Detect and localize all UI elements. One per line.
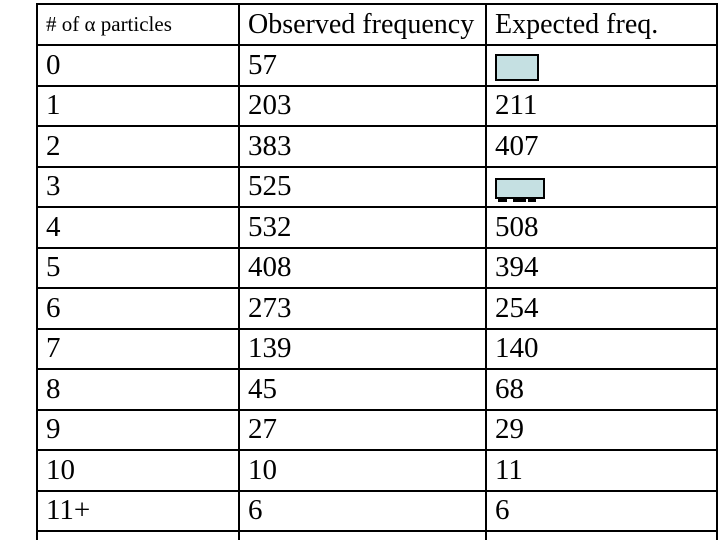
particle-count-cell: 10 — [36, 449, 240, 492]
expected-frequency-cell: 6 — [485, 489, 718, 532]
table-row: 4 532 508 — [36, 206, 718, 249]
observed-frequency-cell: 273 — [238, 287, 487, 330]
expected-frequency-cell: 508 — [485, 206, 718, 249]
expected-frequency-cell: 68 — [485, 368, 718, 411]
particle-count-cell: 7 — [36, 327, 240, 370]
particle-count-cell: 8 — [36, 368, 240, 411]
particle-count-cell: 9 — [36, 408, 240, 451]
hidden-digit-bottom-mark — [513, 198, 526, 203]
answer-cover-box — [495, 53, 539, 81]
table-row: 3 525 — [36, 165, 718, 208]
particle-count-cell: 11+ — [36, 489, 240, 532]
expected-frequency-cell: 254 — [485, 287, 718, 330]
expected-frequency-cell: 211 — [485, 84, 718, 127]
expected-frequency-cell: 407 — [485, 125, 718, 168]
table-header: # of α particles Observed frequency Expe… — [36, 3, 718, 46]
particle-count-cell: 2 — [36, 125, 240, 168]
particle-count-cell: 6 — [36, 287, 240, 330]
particle-count-cell: 3 — [36, 165, 240, 208]
header-row: # of α particles Observed frequency Expe… — [36, 3, 718, 46]
table-row: 9 27 29 — [36, 408, 718, 451]
table-body: 0 57 1 203 211 2 383 407 3 525 4 532 508… — [36, 44, 718, 540]
observed-frequency-cell: 203 — [238, 84, 487, 127]
table-row: 8 45 68 — [36, 368, 718, 411]
expected-frequency-cell — [485, 530, 718, 540]
expected-frequency-cell — [485, 165, 718, 208]
observed-frequency-cell: 6 — [238, 489, 487, 532]
table-row: 10 10 11 — [36, 449, 718, 492]
expected-frequency-cell: 11 — [485, 449, 718, 492]
observed-frequency-cell: 57 — [238, 44, 487, 87]
header-observed-frequency: Observed frequency — [238, 3, 487, 46]
particle-count-cell: 5 — [36, 246, 240, 289]
answer-cover-box — [495, 178, 545, 200]
table-row: 2 383 407 — [36, 125, 718, 168]
partial-empty-row — [36, 530, 718, 540]
hidden-digit-bottom-mark — [498, 198, 507, 203]
table-row: 5 408 394 — [36, 246, 718, 289]
observed-frequency-cell: 10 — [238, 449, 487, 492]
hidden-digit-bottom-mark — [528, 198, 536, 203]
expected-frequency-cell: 140 — [485, 327, 718, 370]
header-expected-frequency: Expected freq. — [485, 3, 718, 46]
particle-count-cell — [36, 530, 240, 540]
observed-frequency-cell: 525 — [238, 165, 487, 208]
particle-count-cell: 1 — [36, 84, 240, 127]
expected-frequency-cell: 29 — [485, 408, 718, 451]
alpha-particle-frequency-table: # of α particles Observed frequency Expe… — [36, 3, 718, 540]
observed-frequency-cell: 383 — [238, 125, 487, 168]
particle-count-cell: 0 — [36, 44, 240, 87]
observed-frequency-cell: 45 — [238, 368, 487, 411]
observed-frequency-cell: 532 — [238, 206, 487, 249]
table-row: 0 57 — [36, 44, 718, 87]
answer-cover-shape — [495, 53, 539, 81]
header-particle-count: # of α particles — [36, 3, 240, 46]
particle-count-cell: 4 — [36, 206, 240, 249]
observed-frequency-cell: 408 — [238, 246, 487, 289]
answer-cover-shape — [495, 178, 545, 203]
expected-frequency-cell: 394 — [485, 246, 718, 289]
table-row: 1 203 211 — [36, 84, 718, 127]
expected-frequency-cell — [485, 44, 718, 87]
observed-frequency-cell: 139 — [238, 327, 487, 370]
table-row: 7 139 140 — [36, 327, 718, 370]
observed-frequency-cell: 27 — [238, 408, 487, 451]
table-row: 11+ 6 6 — [36, 489, 718, 532]
table-row: 6 273 254 — [36, 287, 718, 330]
observed-frequency-cell — [238, 530, 487, 540]
